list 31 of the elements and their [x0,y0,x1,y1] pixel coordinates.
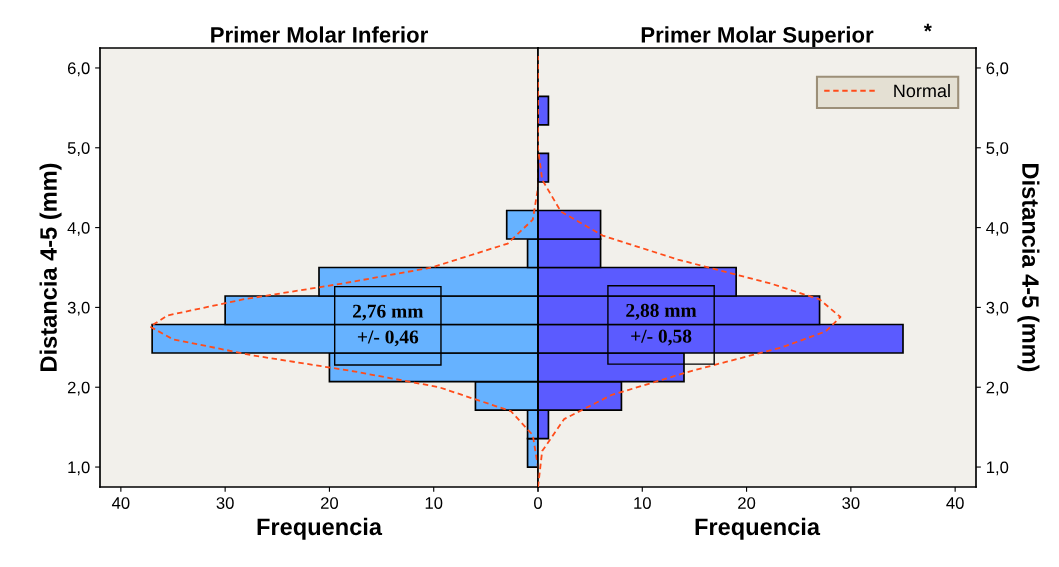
x-axis-title: Frequencia [257,517,383,540]
x-tick-label: 10 [425,497,443,509]
y-axis-title: Distancia 4-5 (mm) [39,163,62,371]
y-axis-title: Distancia 4-5 (mm) [1017,164,1040,372]
y-tick-label: 3,0 [67,301,90,316]
y-tick-label: 1,0 [68,461,90,476]
y-tick-label: 3,0 [986,301,1009,316]
y-tick-label: 2,0 [67,381,90,396]
y-tick-label: 5,0 [986,142,1009,156]
x-tick-label: 30 [216,497,234,509]
annotation: 2,88 mm +/- 0,58 [626,303,697,346]
y-tick-label: 6,0 [67,62,90,77]
x-tick-label: 20 [321,497,339,509]
x-tick-label: 20 [738,497,756,509]
x-tick-label: 0 [534,497,542,509]
x-tick-label: 10 [634,497,651,509]
x-tick-label: 30 [842,497,860,509]
x-tick-label: 40 [111,497,130,509]
y-tick-label: 6,0 [986,62,1009,77]
y-tick-label: 4,0 [67,221,90,236]
chart-title: Primer Molar Superior [641,26,874,48]
annotation: 2,76 mm +/- 0,46 [353,304,424,347]
x-tick-label: 40 [946,497,964,509]
chart-title: Primer Molar Inferior [211,26,428,43]
y-tick-label: 2,0 [986,381,1009,396]
y-tick-label: 5,0 [67,142,90,156]
text: * [923,23,932,32]
y-tick-label: 4,0 [986,221,1009,236]
legend-label: Normal [894,84,950,98]
y-tick-label: 1,0 [986,461,1009,476]
x-axis-title: Frequencia [695,517,821,540]
